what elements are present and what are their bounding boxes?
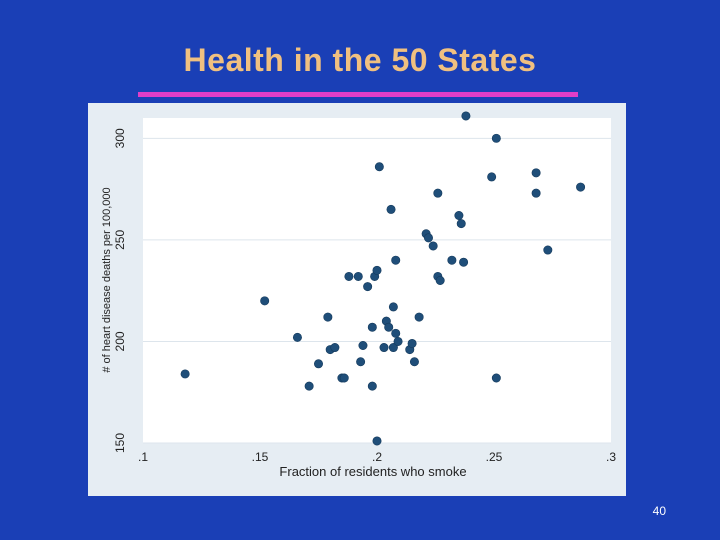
data-point bbox=[391, 328, 401, 338]
data-point bbox=[356, 357, 366, 367]
data-point bbox=[409, 357, 419, 367]
title-underline bbox=[138, 92, 578, 97]
y-tick-labels: 150 200 250 300 bbox=[113, 128, 127, 453]
data-point bbox=[531, 168, 541, 178]
data-point bbox=[433, 188, 443, 198]
y-tick-label: 300 bbox=[113, 128, 127, 148]
data-point bbox=[428, 241, 438, 251]
data-point bbox=[314, 359, 324, 369]
data-point bbox=[379, 343, 389, 353]
data-point bbox=[344, 271, 354, 281]
data-point bbox=[323, 312, 333, 322]
page-number: 40 bbox=[652, 504, 666, 518]
x-tick-label: .1 bbox=[138, 450, 148, 464]
x-tick-labels: .1 .15 .2 .25 .3 bbox=[138, 450, 616, 464]
data-point bbox=[531, 188, 541, 198]
slide-title: Health in the 50 States bbox=[183, 42, 537, 78]
data-point bbox=[491, 133, 501, 143]
data-point bbox=[292, 332, 302, 342]
x-tick-label: .2 bbox=[372, 450, 382, 464]
data-point bbox=[491, 373, 501, 383]
data-point bbox=[384, 322, 394, 332]
x-tick-label: .25 bbox=[486, 450, 503, 464]
data-point bbox=[414, 312, 424, 322]
data-point bbox=[423, 233, 433, 243]
data-point bbox=[372, 436, 382, 446]
data-point bbox=[487, 172, 497, 182]
x-tick-label: .15 bbox=[252, 450, 269, 464]
data-point bbox=[304, 381, 314, 391]
y-tick-label: 150 bbox=[113, 433, 127, 453]
data-point bbox=[393, 336, 403, 346]
data-point bbox=[543, 245, 553, 255]
data-point bbox=[330, 343, 340, 353]
data-point bbox=[388, 343, 398, 353]
chart-panel: 150 200 250 300 .1 .15 .2 .25 .3 Fraction of re… bbox=[88, 103, 626, 496]
data-point bbox=[367, 381, 377, 391]
data-point bbox=[339, 373, 349, 383]
data-point bbox=[363, 282, 373, 292]
y-tick-label: 250 bbox=[113, 230, 127, 250]
data-point bbox=[386, 204, 396, 214]
data-point bbox=[456, 219, 466, 229]
data-point bbox=[374, 162, 384, 172]
y-axis-label: # of heart disease deaths per 100,000 bbox=[101, 187, 113, 372]
data-point bbox=[391, 255, 401, 265]
data-points bbox=[180, 111, 586, 446]
data-point bbox=[435, 276, 445, 286]
data-point bbox=[367, 322, 377, 332]
data-point bbox=[260, 296, 270, 306]
x-axis-label: Fraction of residents who smoke bbox=[279, 464, 466, 479]
data-point bbox=[454, 211, 464, 221]
scatter-chart: 150 200 250 300 .1 .15 .2 .25 .3 Fraction of re… bbox=[101, 111, 616, 479]
y-tick-label: 200 bbox=[113, 331, 127, 351]
data-point bbox=[407, 338, 417, 348]
data-point bbox=[447, 255, 457, 265]
data-point bbox=[459, 257, 469, 267]
data-point bbox=[576, 182, 586, 192]
data-point bbox=[372, 265, 382, 275]
grid-lines bbox=[143, 137, 611, 444]
x-tick-label: .3 bbox=[606, 450, 616, 464]
data-point bbox=[180, 369, 190, 379]
data-point bbox=[388, 302, 398, 312]
data-point bbox=[358, 341, 368, 351]
data-point bbox=[461, 111, 471, 121]
data-point bbox=[353, 271, 363, 281]
